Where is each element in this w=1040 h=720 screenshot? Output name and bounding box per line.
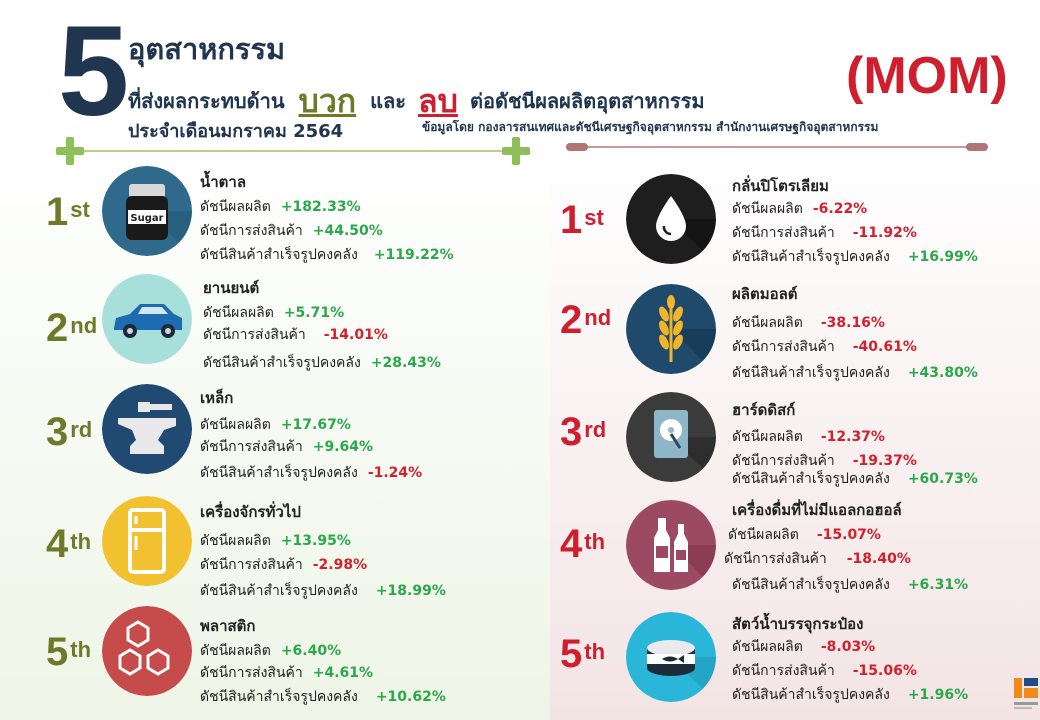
plus-icon	[56, 137, 84, 165]
inventory-stat: ดัชนีสินค้าสำเร็จรูปคงคลัง +16.99%	[732, 249, 978, 265]
big-number: 5	[58, 0, 130, 143]
industry-name: เครื่องดื่มที่ไม่มีแอลกอฮอล์	[732, 501, 902, 519]
production-stat: ดัชนีผลผลิต -15.07%	[728, 527, 881, 543]
rank-label: 1st	[46, 190, 90, 234]
hard-disk-icon	[626, 392, 716, 482]
shipment-stat: ดัชนีการส่งสินค้า -18.40%	[724, 551, 911, 567]
sugar-jar-icon: Sugar	[102, 166, 192, 256]
industry-name: เหล็ก	[200, 389, 234, 407]
rank-label: 2nd	[560, 298, 612, 342]
and-word: และ	[370, 89, 407, 113]
oie-logo-icon	[1012, 676, 1040, 712]
svg-text:Sugar: Sugar	[130, 213, 163, 224]
inventory-stat: ดัชนีสินค้าสำเร็จรูปคงคลัง +10.62%	[200, 689, 446, 705]
oil-drop-icon	[626, 174, 716, 264]
rank-label: 2nd	[46, 306, 98, 350]
negative-word: ลบ	[418, 82, 458, 120]
source-credit: ข้อมูลโดย กองลารสนเทศและดัชนีเศรษฐกิจอุต…	[422, 120, 879, 134]
production-stat: ดัชนีผลผลิต +5.71%	[203, 305, 345, 321]
title-line3: ประจำเดือนมกราคม 2564	[128, 121, 344, 142]
industry-name: น้ำตาล	[200, 173, 247, 191]
industry-name: ยานยนต์	[203, 279, 260, 297]
production-stat: ดัชนีผลผลิต +17.67%	[200, 417, 351, 433]
inventory-stat: ดัชนีสินค้าสำเร็จรูปคงคลัง +28.43%	[203, 355, 441, 371]
industry-name: เครื่องจักรทั่วไป	[200, 503, 301, 521]
minus-icon	[966, 143, 988, 151]
shipment-stat: ดัชนีการส่งสินค้า -40.61%	[732, 339, 917, 355]
fish-can-icon	[626, 612, 716, 702]
inventory-stat: ดัชนีสินค้าสำเร็จรูปคงคลัง +119.22%	[200, 247, 454, 263]
hexagons-icon	[102, 606, 192, 696]
positive-divider	[70, 150, 520, 152]
rank-label: 1st	[560, 198, 604, 242]
industry-name: ผลิตมอลต์	[732, 285, 798, 303]
rank-label: 3rd	[46, 410, 93, 454]
rank-label: 5th	[560, 632, 606, 676]
inventory-stat: ดัชนีสินค้าสำเร็จรูปคงคลัง +60.73%	[732, 471, 978, 487]
rank-label: 4th	[46, 522, 92, 566]
production-stat: ดัชนีผลผลิต -6.22%	[732, 201, 868, 217]
shipment-stat: ดัชนีการส่งสินค้า -11.92%	[732, 225, 917, 241]
shipment-stat: ดัชนีการส่งสินค้า -15.06%	[732, 663, 917, 679]
inventory-stat: ดัชนีสินค้าสำเร็จรูปคงคลัง +43.80%	[732, 365, 978, 381]
bottles-icon	[626, 500, 716, 590]
title-line1: อุตสาหกรรม	[128, 32, 286, 66]
industry-name: ฮาร์ดดิสก์	[732, 401, 796, 419]
plus-icon	[502, 137, 530, 165]
rank-label: 3rd	[560, 410, 607, 454]
negative-divider	[570, 146, 976, 148]
shipment-stat: ดัชนีการส่งสินค้า -19.37%	[732, 453, 917, 469]
production-stat: ดัชนีผลผลิต -8.03%	[732, 639, 876, 655]
industry-name: พลาสติก	[200, 617, 256, 635]
industry-name: สัตว์น้ำบรรจุกระป๋อง	[732, 615, 864, 633]
production-stat: ดัชนีผลผลิต +6.40%	[200, 643, 342, 659]
inventory-stat: ดัชนีสินค้าสำเร็จรูปคงคลัง -1.24%	[200, 465, 423, 481]
title-line2-pre: ที่ส่งผลกระทบด้าน	[128, 89, 285, 113]
title-line2-post: ต่อดัชนีผลผลิตอุตสาหกรรม	[469, 89, 705, 113]
shipment-stat: ดัชนีการส่งสินค้า -14.01%	[203, 327, 388, 343]
minus-icon	[566, 143, 588, 151]
shipment-stat: ดัชนีการส่งสินค้า -2.98%	[200, 557, 368, 573]
inventory-stat: ดัชนีสินค้าสำเร็จรูปคงคลัง +1.96%	[732, 687, 969, 703]
mom-label: (MOM)	[846, 47, 1008, 105]
inventory-stat: ดัชนีสินค้าสำเร็จรูปคงคลัง +6.31%	[732, 577, 969, 593]
production-stat: ดัชนีผลผลิต +182.33%	[200, 199, 361, 215]
production-stat: ดัชนีผลผลิต -12.37%	[732, 429, 885, 445]
production-stat: ดัชนีผลผลิต -38.16%	[732, 315, 885, 331]
positive-word: บวก	[298, 82, 357, 120]
shipment-stat: ดัชนีการส่งสินค้า +9.64%	[200, 439, 374, 455]
shipment-stat: ดัชนีการส่งสินค้า +44.50%	[200, 223, 383, 239]
rank-label: 5th	[46, 630, 92, 674]
refrigerator-icon	[102, 496, 192, 586]
production-stat: ดัชนีผลผลิต +13.95%	[200, 533, 351, 549]
shipment-stat: ดัชนีการส่งสินค้า +4.61%	[200, 665, 374, 681]
anvil-icon	[102, 384, 192, 474]
wheat-icon	[626, 284, 716, 374]
title-line2: ที่ส่งผลกระทบด้าน บวก และ ลบ ต่อดัชนีผลผลิตอ…	[128, 72, 705, 123]
industry-name: กลั่นปิโตรเลียม	[732, 177, 829, 195]
rank-label: 4th	[560, 522, 606, 566]
car-icon	[102, 274, 192, 364]
positive-panel-background	[0, 150, 550, 720]
inventory-stat: ดัชนีสินค้าสำเร็จรูปคงคลัง +18.99%	[200, 583, 446, 599]
